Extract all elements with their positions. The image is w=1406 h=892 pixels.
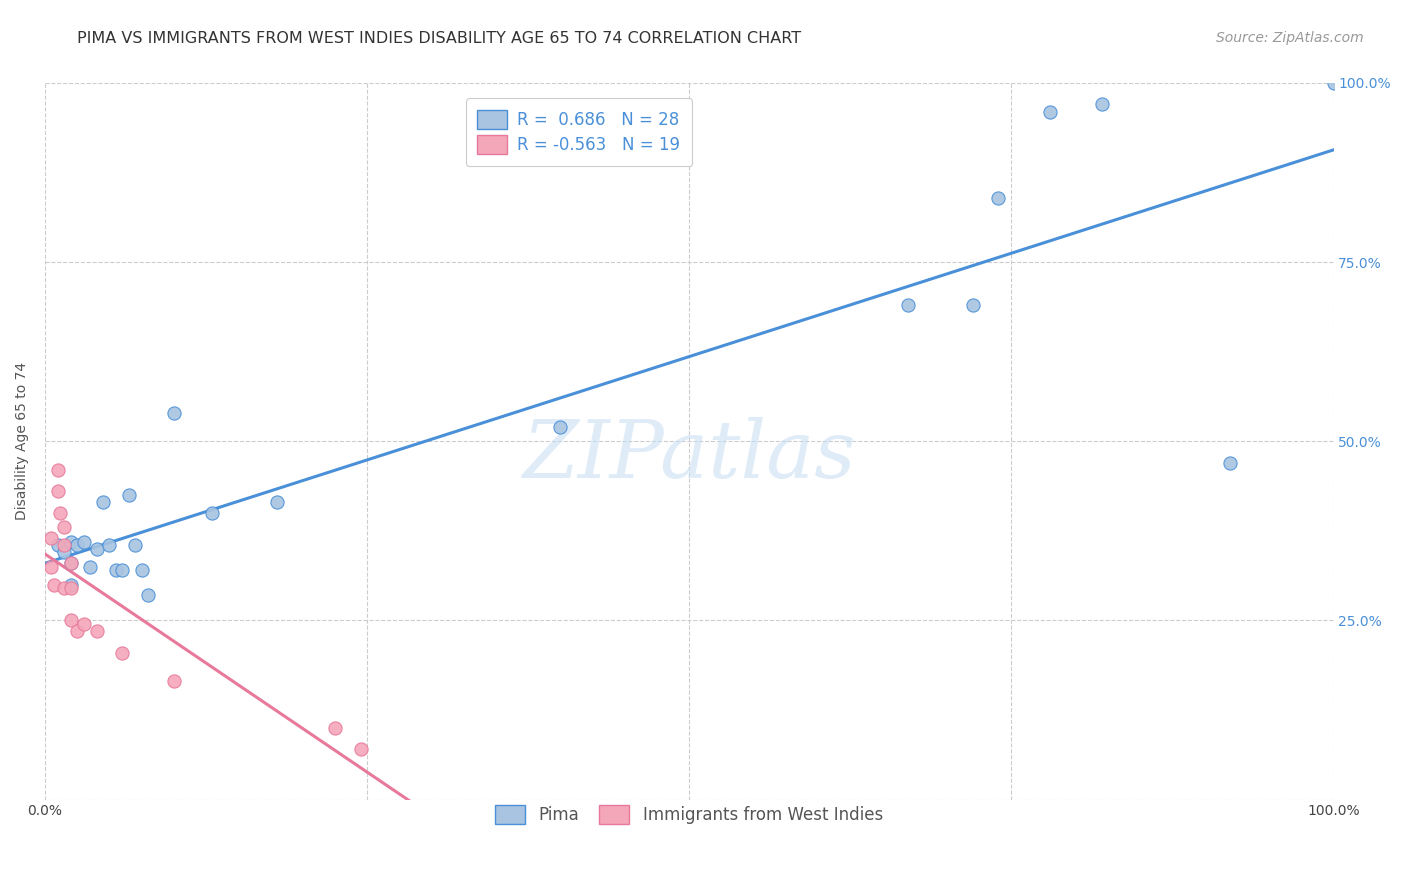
Point [66, 538, 89, 552]
Point [59, 534, 82, 549]
Point [962, 298, 984, 312]
Point [124, 538, 146, 552]
Point [111, 563, 134, 577]
Text: PIMA VS IMMIGRANTS FROM WEST INDIES DISABILITY AGE 65 TO 74 CORRELATION CHART: PIMA VS IMMIGRANTS FROM WEST INDIES DISA… [77, 31, 801, 46]
Point [72, 617, 94, 632]
Point [86, 624, 108, 639]
Point [1322, 76, 1344, 90]
Point [98, 538, 121, 552]
Point [86, 541, 108, 556]
Point [59, 577, 82, 591]
Point [59, 556, 82, 570]
Point [323, 721, 346, 735]
Point [1039, 104, 1062, 119]
Point [201, 506, 224, 520]
Point [91, 495, 114, 509]
Point [1219, 456, 1241, 470]
Point [136, 588, 159, 602]
Point [46, 463, 69, 477]
Point [59, 556, 82, 570]
Point [550, 420, 572, 434]
Point [59, 613, 82, 627]
Point [897, 298, 920, 312]
Point [118, 488, 141, 502]
Legend: Pima, Immigrants from West Indies: Pima, Immigrants from West Indies [485, 795, 893, 834]
Point [79, 559, 101, 574]
Point [66, 624, 89, 639]
Text: ZIPatlas: ZIPatlas [523, 417, 856, 494]
Point [59, 581, 82, 595]
Point [72, 534, 94, 549]
Point [163, 406, 186, 420]
Point [53, 581, 76, 595]
Text: Source: ZipAtlas.com: Source: ZipAtlas.com [1216, 31, 1364, 45]
Point [163, 674, 186, 689]
Point [42, 577, 65, 591]
Point [53, 538, 76, 552]
Point [131, 563, 153, 577]
Point [266, 495, 288, 509]
Point [49, 506, 72, 520]
Point [46, 538, 69, 552]
Point [987, 191, 1010, 205]
Point [41, 531, 63, 545]
Point [46, 484, 69, 499]
Point [53, 520, 76, 534]
Point [111, 646, 134, 660]
Y-axis label: Disability Age 65 to 74: Disability Age 65 to 74 [15, 362, 30, 520]
Point [1090, 97, 1112, 112]
Point [104, 563, 127, 577]
Point [53, 545, 76, 559]
Point [350, 742, 373, 756]
Point [41, 559, 63, 574]
